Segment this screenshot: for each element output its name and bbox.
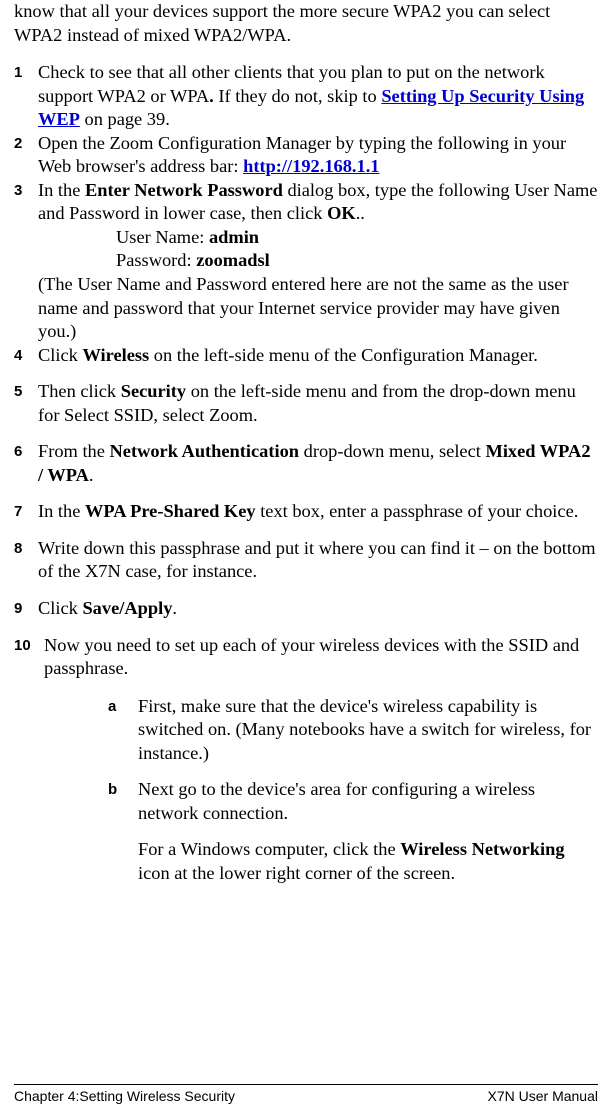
substep-a: a First, make sure that the device's wir… <box>108 695 598 766</box>
step-1: 1 Check to see that all other clients th… <box>14 61 598 132</box>
step-body: Then click Security on the left-side men… <box>38 380 598 427</box>
text: Next go to the device's area for configu… <box>138 778 598 825</box>
step-number: 6 <box>14 440 38 487</box>
text: Click <box>38 598 82 618</box>
router-ip-link[interactable]: http://192.168.1.1 <box>243 156 379 176</box>
substep-body: Next go to the device's area for configu… <box>138 778 598 885</box>
text: .. <box>356 203 365 223</box>
step-3: 3 In the Enter Network Password dialog b… <box>14 179 598 344</box>
text: drop-down menu, select <box>299 441 485 461</box>
step-body: Now you need to set up each of your wire… <box>44 634 598 681</box>
footer-chapter: Chapter 4:Setting Wireless Security <box>14 1088 235 1106</box>
ok-label: OK <box>327 203 356 223</box>
step-number: 10 <box>14 634 44 681</box>
step-number: 9 <box>14 597 38 621</box>
substep-b: b Next go to the device's area for confi… <box>108 778 598 885</box>
step-6: 6 From the Network Authentication drop-d… <box>14 440 598 487</box>
step-body: In the Enter Network Password dialog box… <box>38 179 598 344</box>
step-body: Write down this passphrase and put it wh… <box>38 537 598 584</box>
step-body: Click Save/Apply. <box>38 597 598 621</box>
step-number: 3 <box>14 179 38 344</box>
text: text box, enter a passphrase of your cho… <box>256 501 579 521</box>
substep-letter: a <box>108 695 138 766</box>
step-number: 8 <box>14 537 38 584</box>
credentials-note: (The User Name and Password entered here… <box>38 274 569 341</box>
substeps: a First, make sure that the device's wir… <box>14 695 598 886</box>
wireless-networking-icon-label: Wireless Networking <box>400 839 564 859</box>
text: Click <box>38 345 82 365</box>
save-apply-label: Save/Apply <box>82 598 172 618</box>
step-2: 2 Open the Zoom Configuration Manager by… <box>14 132 598 179</box>
substep-body: First, make sure that the device's wirel… <box>138 695 598 766</box>
step-number: 1 <box>14 61 38 132</box>
text: icon at the lower right corner of the sc… <box>138 863 455 883</box>
dropdown-name: Network Authentication <box>110 441 300 461</box>
step-10: 10 Now you need to set up each of your w… <box>14 634 598 681</box>
intro-paragraph: know that all your devices support the m… <box>14 0 598 47</box>
page-footer: Chapter 4:Setting Wireless Security X7N … <box>14 1084 598 1106</box>
password-value: zoomadsl <box>196 250 270 270</box>
footer-manual-name: X7N User Manual <box>488 1088 599 1106</box>
textbox-name: WPA Pre-Shared Key <box>85 501 256 521</box>
steps-list: 1 Check to see that all other clients th… <box>14 61 598 681</box>
step-body: Check to see that all other clients that… <box>38 61 598 132</box>
text: In the <box>38 180 85 200</box>
substep-letter: b <box>108 778 138 885</box>
text: If they do not, skip to <box>214 86 382 106</box>
menu-security: Security <box>121 381 186 401</box>
text: on page 39. <box>80 109 170 129</box>
text: Then click <box>38 381 121 401</box>
step-body: Click Wireless on the left-side menu of … <box>38 344 598 368</box>
step-8: 8 Write down this passphrase and put it … <box>14 537 598 584</box>
step-4: 4 Click Wireless on the left-side menu o… <box>14 344 598 368</box>
step-number: 2 <box>14 132 38 179</box>
username-label: User Name: <box>116 227 209 247</box>
step-9: 9 Click Save/Apply. <box>14 597 598 621</box>
step-number: 7 <box>14 500 38 524</box>
text: . <box>172 598 177 618</box>
username-value: admin <box>209 227 259 247</box>
text: From the <box>38 441 110 461</box>
dialog-name: Enter Network Password <box>85 180 283 200</box>
credentials-block: User Name: admin Password: zoomadsl <box>38 226 598 273</box>
step-number: 5 <box>14 380 38 427</box>
menu-wireless: Wireless <box>82 345 149 365</box>
text: In the <box>38 501 85 521</box>
step-body: Open the Zoom Configuration Manager by t… <box>38 132 598 179</box>
page-content: know that all your devices support the m… <box>0 0 612 886</box>
step-body: In the WPA Pre-Shared Key text box, ente… <box>38 500 598 524</box>
step-body: From the Network Authentication drop-dow… <box>38 440 598 487</box>
text: on the left-side menu of the Configurati… <box>149 345 538 365</box>
step-number: 4 <box>14 344 38 368</box>
text: For a Windows computer, click the <box>138 839 400 859</box>
step-7: 7 In the WPA Pre-Shared Key text box, en… <box>14 500 598 524</box>
password-label: Password: <box>116 250 196 270</box>
text: . <box>89 465 94 485</box>
step-5: 5 Then click Security on the left-side m… <box>14 380 598 427</box>
